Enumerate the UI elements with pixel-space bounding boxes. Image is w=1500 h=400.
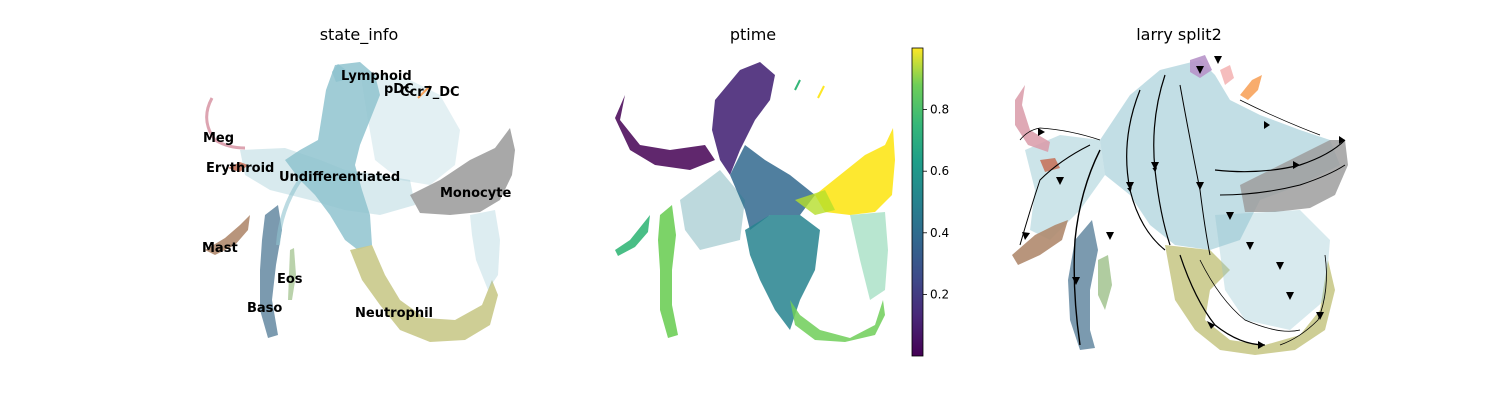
- ptime-region-mast: [615, 215, 650, 256]
- larry-split2-panel: larry split2: [1012, 25, 1348, 355]
- label-mast: Mast: [202, 241, 238, 256]
- cluster-meg: [205, 97, 246, 150]
- ptime-region-late-2: [795, 190, 835, 215]
- larry-baso: [1068, 220, 1098, 350]
- cluster-branch: [276, 178, 302, 246]
- label-ccr7-dc: Ccr7_DC: [400, 85, 460, 100]
- larry-eos: [1098, 255, 1112, 310]
- panel-title-larry-split2: larry split2: [1136, 25, 1222, 44]
- colorbar-tick-label: 0.2: [930, 287, 949, 301]
- streamline: [1279, 254, 1327, 346]
- state-info-labels: Lymphoid pDC Ccr7_DC Meg Erythroid Undif…: [202, 69, 511, 321]
- cluster-neutrophil: [350, 245, 498, 342]
- colorbar-tick-label: 0.4: [930, 226, 949, 240]
- ptime-embedding: [615, 62, 895, 342]
- label-meg: Meg: [203, 131, 234, 146]
- larry-meg: [1015, 85, 1050, 152]
- velocity-arrow: [1106, 232, 1114, 240]
- larry-split2-embedding: [1012, 55, 1348, 355]
- streamline: [1219, 164, 1346, 196]
- velocity-arrow: [1207, 321, 1215, 329]
- ptime-panel: ptime 0.2 0.4 0.6 0.8: [615, 25, 949, 357]
- ptime-region-late: [815, 128, 895, 215]
- cluster-undifferentiated-sparse: [360, 70, 460, 185]
- label-eos: Eos: [277, 272, 303, 287]
- velocity-arrow: [1072, 277, 1080, 285]
- ptime-streak-1: [794, 79, 801, 91]
- ptime-region-early: [712, 62, 775, 175]
- velocity-arrow: [1038, 128, 1045, 136]
- velocity-arrows: [1022, 56, 1345, 349]
- label-lymphoid: Lymphoid: [341, 69, 412, 84]
- velocity-arrow: [1276, 262, 1284, 270]
- larry-monocyte: [1240, 140, 1348, 212]
- larry-erythroid: [1040, 158, 1060, 172]
- cluster-monocyte: [410, 128, 515, 215]
- ptime-region-neutrophil: [790, 300, 885, 342]
- panel-title-ptime: ptime: [730, 25, 776, 44]
- cluster-ccr7-dc: [417, 85, 431, 99]
- cluster-undifferentiated-spread: [240, 148, 415, 215]
- ptime-region-mid: [730, 145, 815, 230]
- ptime-colorbar: 0.2 0.4 0.6 0.8: [911, 47, 949, 357]
- streamline: [1179, 254, 1266, 346]
- larry-neutrophil: [1165, 245, 1335, 355]
- ptime-region-neutrophil-arm: [850, 212, 888, 300]
- velocity-arrow: [1196, 182, 1204, 190]
- colorbar-tick-label: 0.8: [930, 103, 949, 117]
- velocity-arrow: [1056, 177, 1064, 185]
- velocity-arrow: [1293, 161, 1300, 169]
- cluster-lymphoid: [332, 64, 346, 82]
- ptime-region-baso: [658, 205, 678, 338]
- larry-pink: [1220, 65, 1234, 85]
- colorbar-gradient: [911, 47, 924, 357]
- panel-title-state-info: state_info: [320, 25, 399, 45]
- velocity-arrow: [1022, 232, 1030, 240]
- cluster-erythroid: [228, 162, 248, 172]
- label-erythroid: Erythroid: [206, 161, 274, 176]
- velocity-arrow: [1339, 136, 1345, 144]
- state-info-panel: state_info: [202, 25, 515, 342]
- colorbar-tick-label: 0.6: [930, 164, 949, 178]
- larry-ccr7-dc: [1240, 75, 1262, 100]
- velocity-arrow: [1258, 341, 1265, 349]
- streamline: [1239, 99, 1321, 136]
- velocity-arrow: [1286, 292, 1294, 300]
- ptime-region-meg: [615, 95, 715, 170]
- velocity-arrow: [1151, 162, 1159, 170]
- state-info-embedding: [205, 62, 515, 342]
- label-pdc: pDC: [384, 82, 414, 97]
- streamline: [1019, 144, 1091, 246]
- streamline: [1199, 259, 1301, 332]
- colorbar-ticks: 0.2 0.4 0.6 0.8: [923, 103, 949, 301]
- velocity-arrow: [1226, 212, 1234, 220]
- label-baso: Baso: [247, 301, 282, 316]
- larry-mast: [1012, 220, 1068, 265]
- velocity-arrow: [1246, 242, 1254, 250]
- velocity-arrow: [1264, 121, 1270, 129]
- velocity-arrow: [1196, 66, 1204, 74]
- streamline: [1073, 149, 1101, 346]
- cluster-neutrophil-arm: [470, 210, 500, 290]
- larry-neutrophil-spread: [1215, 210, 1330, 330]
- cluster-eos: [288, 248, 296, 300]
- streamline: [1019, 127, 1101, 141]
- velocity-arrow: [1214, 56, 1222, 64]
- ptime-region-spread: [680, 170, 745, 250]
- cluster-undifferentiated: [285, 62, 380, 250]
- velocity-arrow: [1126, 182, 1134, 190]
- cluster-baso: [260, 205, 282, 338]
- label-undifferentiated: Undifferentiated: [279, 170, 400, 185]
- ptime-streak-2: [817, 85, 825, 99]
- velocity-arrow: [1316, 312, 1324, 320]
- cluster-mast: [205, 215, 250, 255]
- label-monocyte: Monocyte: [440, 186, 511, 201]
- label-neutrophil: Neutrophil: [355, 306, 433, 321]
- ptime-region-teal: [745, 215, 820, 330]
